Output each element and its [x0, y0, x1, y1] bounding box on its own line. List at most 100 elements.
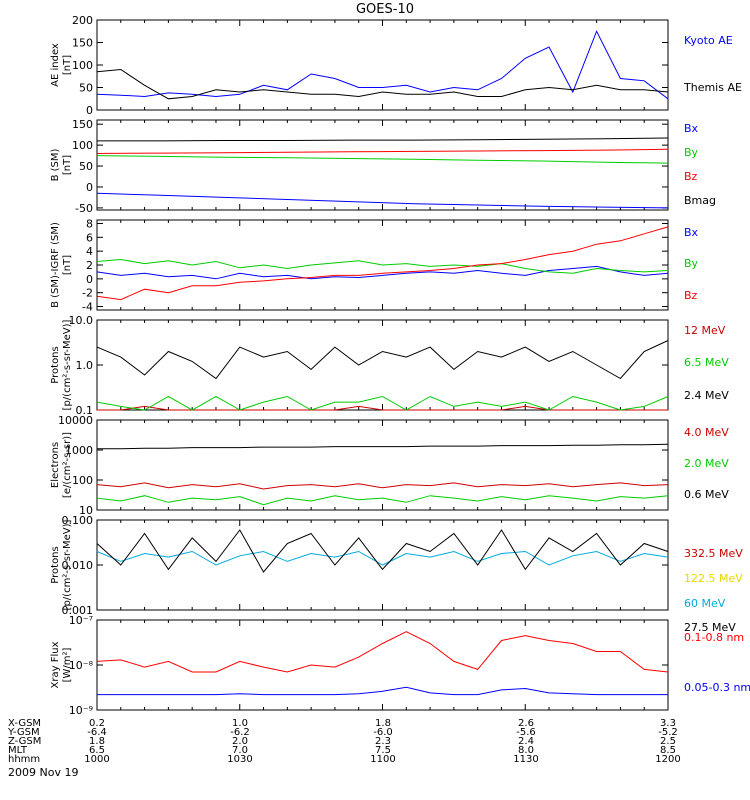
- y-tick-label: -50: [75, 202, 93, 215]
- y-tick-label: 150: [72, 37, 93, 50]
- y-tick-label: 50: [79, 160, 93, 173]
- series-line: [96, 395, 669, 411]
- y-axis-label: B (SM)[nT]: [50, 148, 73, 181]
- legend-label: 2.0 MeV: [684, 457, 729, 470]
- series-line: [96, 495, 669, 506]
- footer-row-label: hhmm: [8, 754, 40, 765]
- footer-row-label: X-GSM: [8, 718, 41, 729]
- footer-value: 1100: [370, 754, 395, 765]
- footer-value: 1.8: [375, 718, 391, 729]
- series-line: [96, 631, 669, 673]
- y-tick-label: 10: [79, 504, 93, 517]
- footer-value: 0.2: [89, 718, 105, 729]
- date-label: 2009 Nov 19: [8, 766, 78, 779]
- panel-b_sm: -50 0 50 100 150 B (SM)[nT] Bx By Bz Bmag: [50, 118, 716, 215]
- y-tick-label: 100: [72, 59, 93, 72]
- legend-label: Themis AE: [683, 81, 742, 94]
- legend-label: 122.5 MeV: [684, 572, 743, 585]
- legend-label: 0.6 MeV: [684, 488, 729, 501]
- series-line: [96, 550, 669, 566]
- panel-frame: [96, 419, 669, 511]
- y-tick-label: 4: [86, 245, 93, 258]
- footer-value: 7.5: [375, 745, 391, 756]
- footer-value: 1200: [655, 754, 680, 765]
- legend-label: 0.05-0.3 nm: [684, 681, 750, 694]
- y-tick-label: 10.0: [69, 314, 94, 327]
- orbit-footer: X-GSMY-GSMZ-GSMMLThhmm0.2-6.41.86.510001…: [7, 718, 681, 765]
- y-axis-label: AE index[nT]: [50, 43, 73, 87]
- series-line: [97, 686, 668, 696]
- panel-xray: 10⁻⁹ 10⁻⁸ 10⁻⁷ Xray Flux[W/m²] 0.1-0.8 nm 0.0…: [50, 614, 750, 717]
- legend-label: 332.5 MeV: [684, 547, 743, 560]
- legend-label: 27.5 MeV: [684, 621, 736, 634]
- footer-value: 1030: [227, 754, 252, 765]
- footer-value: 1000: [84, 754, 109, 765]
- footer-value: 2.5: [660, 736, 676, 747]
- panel-frame: [96, 619, 669, 711]
- series-line: [97, 443, 669, 450]
- y-tick-label: 0: [86, 273, 93, 286]
- y-tick-label: 10⁻⁹: [69, 704, 93, 717]
- y-tick-label: 0: [86, 181, 93, 194]
- footer-row-label: MLT: [8, 745, 28, 756]
- y-tick-label: 100: [72, 474, 93, 487]
- footer-row-label: Y-GSM: [7, 727, 40, 738]
- footer-value: 1130: [513, 754, 538, 765]
- legend-label: Bz: [684, 289, 698, 302]
- panel-ae: 0 50 100 150 200 AE index[nT] Kyoto AE Themis A…: [50, 14, 742, 117]
- footer-value: -6.0: [373, 727, 393, 738]
- y-tick-label: 6: [86, 231, 93, 244]
- footer-value: 1.8: [89, 736, 105, 747]
- legend-label: Kyoto AE: [684, 34, 733, 47]
- y-tick-label: 200: [72, 14, 93, 27]
- y-tick-label: 0.010: [62, 559, 94, 572]
- y-tick-label: 10⁻⁷: [69, 614, 93, 627]
- legend-label: 6.5 MeV: [684, 356, 729, 369]
- legend-label: Bmag: [684, 194, 716, 207]
- series-line: [96, 482, 669, 490]
- footer-value: -5.6: [516, 727, 536, 738]
- panel-frame: [96, 19, 669, 111]
- footer-value: 2.0: [232, 736, 248, 747]
- y-tick-label: 0.100: [62, 514, 94, 527]
- footer-value: -6.4: [87, 727, 107, 738]
- legend-label: By: [684, 257, 699, 270]
- y-tick-label: 10000: [58, 414, 93, 427]
- footer-value: 8.0: [518, 745, 534, 756]
- legend-label: Bx: [684, 122, 699, 135]
- legend-label: Bx: [684, 226, 699, 239]
- y-tick-label: -4: [82, 301, 93, 314]
- legend-label: Bz: [684, 170, 698, 183]
- y-tick-label: 10⁻⁸: [69, 659, 94, 672]
- footer-value: 2.6: [518, 718, 534, 729]
- series-line: [96, 30, 669, 100]
- footer-value: 8.5: [660, 745, 676, 756]
- legend-label: 12 MeV: [684, 324, 726, 337]
- series-line: [96, 155, 669, 164]
- series-line: [97, 137, 669, 142]
- legend-label: 2.4 MeV: [684, 389, 729, 402]
- y-tick-label: 0: [86, 104, 93, 117]
- series-line: [96, 68, 669, 100]
- footer-value: 2.4: [518, 736, 534, 747]
- series-line: [96, 265, 669, 280]
- legend-label: 0.1-0.8 nm: [684, 631, 744, 644]
- legend-label: 60 MeV: [684, 597, 726, 610]
- footer-value: 6.5: [89, 745, 105, 756]
- legend-label: By: [684, 146, 699, 159]
- y-tick-label: 100: [72, 139, 93, 152]
- legend-label: 4.0 MeV: [684, 426, 729, 439]
- footer-value: 2.3: [375, 736, 391, 747]
- series-line: [96, 258, 669, 274]
- y-tick-label: 50: [79, 82, 93, 95]
- y-axis-label: Protons[p/(cm²-s-sr-MeV)]: [50, 319, 73, 410]
- y-tick-label: 2: [86, 259, 93, 272]
- series-line: [96, 340, 669, 380]
- panel-electrons: 10 100 1000 10000 Electrons[e/(cm²-s-sr)] 4.0…: [50, 414, 729, 517]
- plot-title: GOES-10: [356, 2, 414, 17]
- y-tick-label: 0.1: [76, 404, 94, 417]
- y-axis-label: B (SM)-IGRF (SM)[nT]: [50, 222, 73, 308]
- series-line: [96, 226, 669, 301]
